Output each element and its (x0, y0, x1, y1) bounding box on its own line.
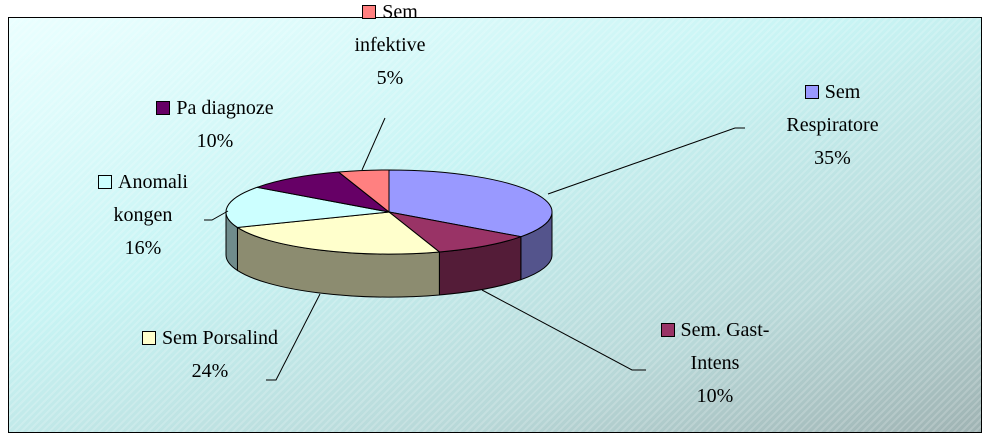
category-label: Sem Porsalind (161, 327, 279, 349)
category-label: Sem Respiratore (786, 81, 879, 136)
legend-key (660, 323, 675, 337)
legend-key (804, 85, 819, 99)
leader-line (204, 210, 229, 221)
slice (225, 186, 390, 228)
value-label: 24% (191, 360, 229, 382)
data-label: Anomali kongen 16% (68, 166, 218, 265)
value-label: 10% (696, 385, 734, 407)
legend-key (98, 175, 112, 189)
category-label: Sem. Gast-Intens (680, 319, 770, 374)
data-label: Sem. Gast-Intens 10% (640, 314, 790, 413)
value-label: 5% (376, 67, 404, 89)
value-label: 10% (196, 130, 234, 152)
leader-line (361, 117, 386, 171)
legend-key (156, 101, 171, 115)
category-label: Anomali kongen (113, 171, 188, 226)
leader-line (481, 289, 646, 371)
slice (388, 169, 553, 238)
slice (388, 211, 523, 253)
data-label: Pa diagnoze 10% (110, 92, 320, 158)
data-label: Sem Respiratore 35% (760, 76, 905, 175)
leader-line (547, 127, 745, 195)
legend-key (141, 331, 156, 345)
leader-line (266, 293, 321, 381)
category-label: Pa diagnoze (176, 97, 274, 119)
value-label: 35% (814, 147, 851, 169)
slice (255, 171, 390, 213)
category-label: Sem infektive (354, 1, 426, 56)
slice (337, 169, 390, 214)
data-label: Sem Porsalind 24% (140, 322, 280, 388)
value-label: 16% (124, 237, 162, 259)
legend-key (362, 5, 377, 19)
data-label: Sem infektive 5% (330, 0, 450, 95)
